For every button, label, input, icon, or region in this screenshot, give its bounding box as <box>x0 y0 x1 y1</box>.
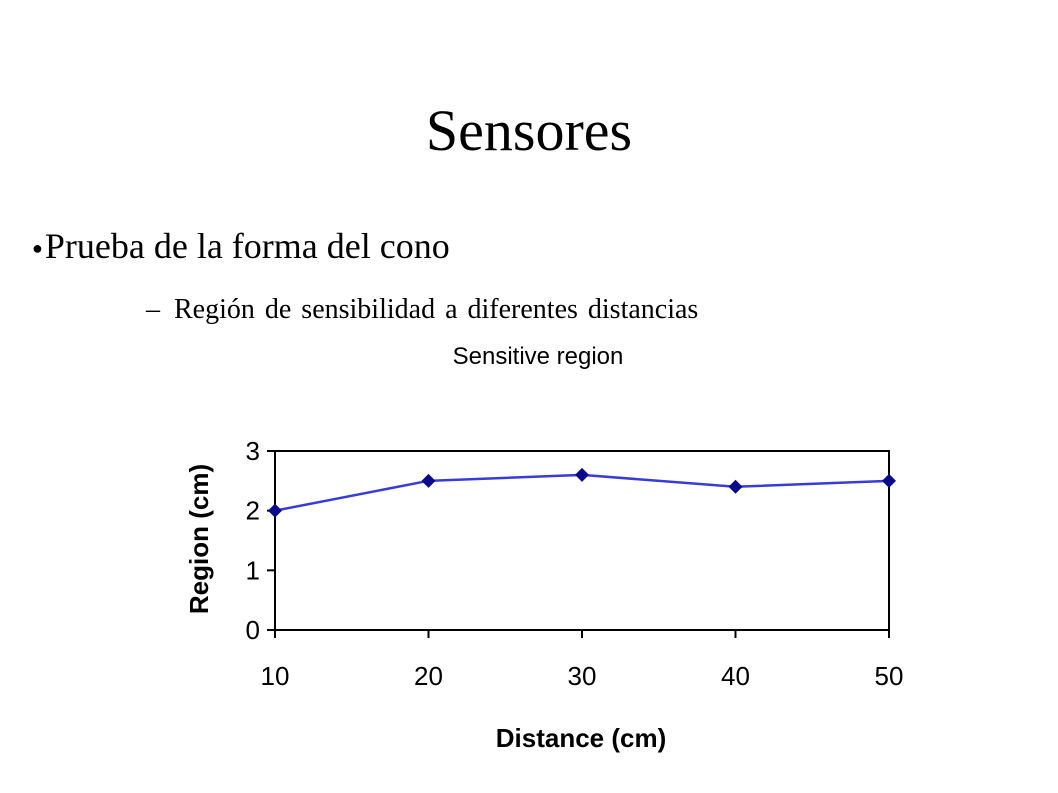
data-point-marker <box>575 467 589 482</box>
slide-title: Sensores <box>425 98 633 163</box>
x-tick-label: 10 <box>261 661 290 691</box>
data-point-marker <box>268 503 282 518</box>
y-tick-label: 1 <box>246 555 260 585</box>
x-tick-label: 20 <box>414 661 443 691</box>
y-tick-label: 0 <box>246 615 260 645</box>
y-tick-label: 3 <box>246 436 260 466</box>
x-tick-label: 30 <box>568 661 597 691</box>
data-point-marker <box>421 473 436 488</box>
chart-title: Sensitive region <box>453 343 624 370</box>
sub-bullet-marker: – <box>146 294 160 325</box>
bullet-item: ●Prueba de la forma del cono <box>32 224 450 270</box>
x-tick-label: 40 <box>721 661 750 691</box>
x-tick-label: 50 <box>875 661 904 691</box>
sub-bullet-item: – Región de sensibilidad a diferentes dis… <box>146 292 698 328</box>
y-tick-label: 2 <box>246 496 260 526</box>
sub-bullet-text: Región de sensibilidad a diferentes dist… <box>174 294 699 325</box>
data-point-marker <box>882 473 896 488</box>
x-axis-label: Distance (cm) <box>496 723 667 753</box>
bullet-text: Prueba de la forma del cono <box>44 226 450 266</box>
y-axis-label: Region (cm) <box>184 464 214 614</box>
plot-area: 0 1 2 3 10 20 30 40 50 <box>246 436 904 691</box>
bullet-marker: ● <box>32 238 43 258</box>
data-point-marker <box>728 479 743 494</box>
